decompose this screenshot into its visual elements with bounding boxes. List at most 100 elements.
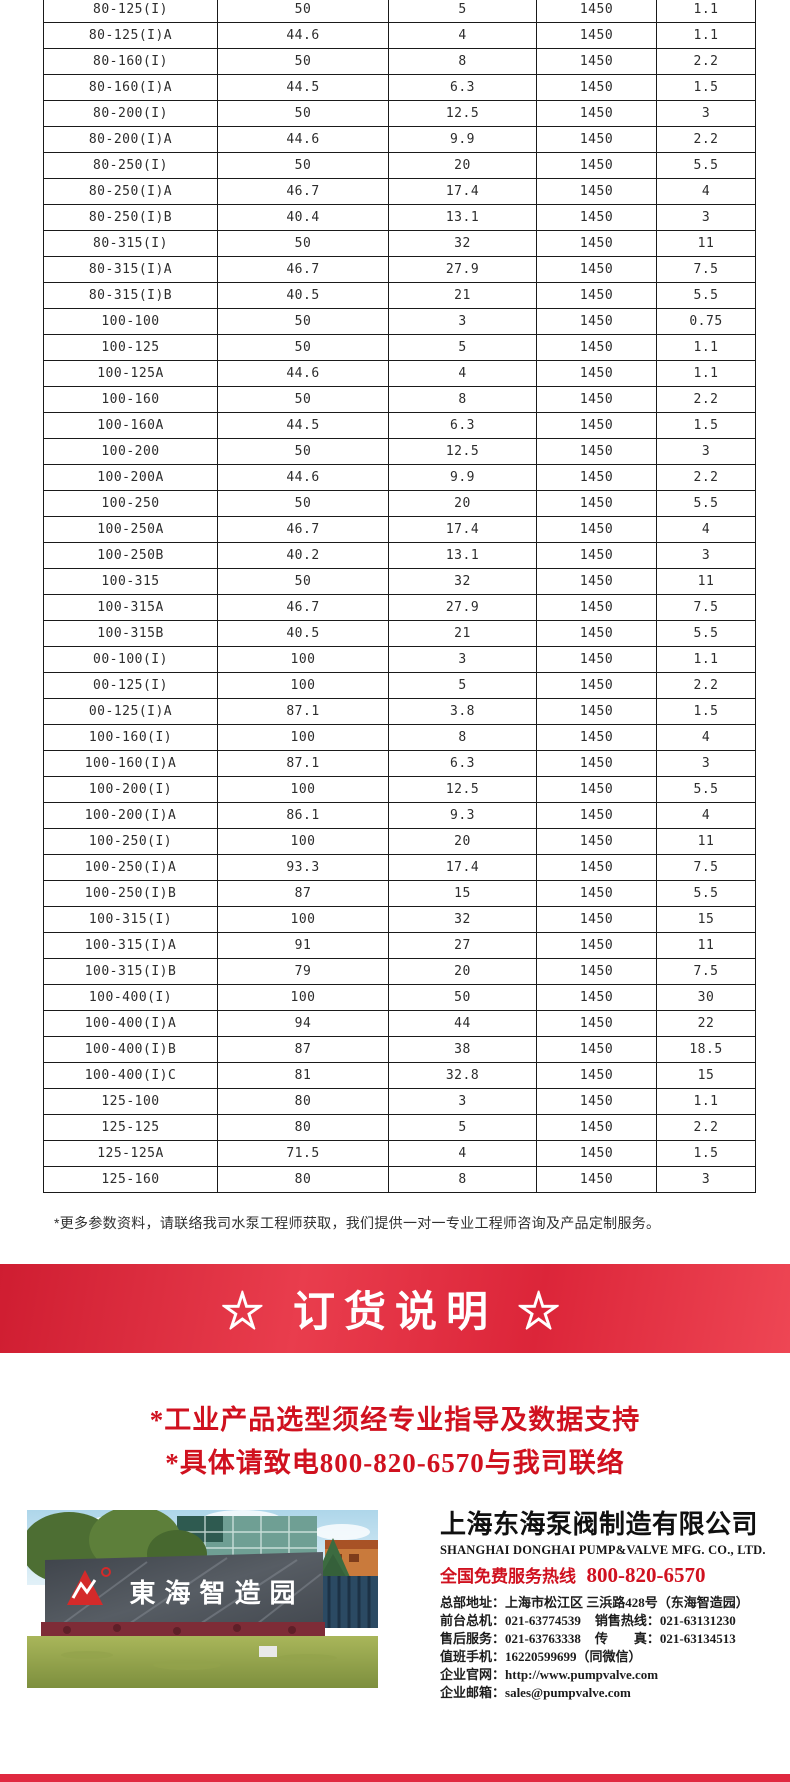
table-cell-speed: 1450 [537,907,657,933]
contact-label: 售后服务： [440,1631,506,1646]
table-row: 100-125A 44.6 4 1450 1.1 [44,361,756,387]
order-instructions-title: ☆ 订货说明 ☆ [221,1288,569,1335]
table-cell-head: 32.8 [389,1063,537,1089]
table-cell-speed: 1450 [537,1141,657,1167]
table-cell-flow: 46.7 [218,179,389,205]
table-cell-model: 00-100(I) [44,647,218,673]
table-cell-power: 3 [657,543,756,569]
table-cell-model: 125-125 [44,1115,218,1141]
table-cell-power: 2.2 [657,387,756,413]
table-row: 100-160(I)A 87.1 6.3 1450 3 [44,751,756,777]
table-cell-flow: 100 [218,725,389,751]
table-cell-flow: 93.3 [218,855,389,881]
table-cell-flow: 100 [218,829,389,855]
table-cell-model: 80-315(I)A [44,257,218,283]
table-cell-flow: 100 [218,777,389,803]
contact-value: 上海市松江区 三浜路428号（东海智造园） [505,1595,749,1610]
table-cell-head: 3.8 [389,699,537,725]
table-cell-power: 2.2 [657,465,756,491]
park-sign-text: 東海智造园 [129,1578,304,1608]
table-cell-speed: 1450 [537,829,657,855]
contact-line: 值班手机：16220599699（同微信） [440,1648,790,1666]
table-cell-flow: 80 [218,1167,389,1193]
table-cell-speed: 1450 [537,1167,657,1193]
table-cell-model: 80-250(I)B [44,205,218,231]
table-cell-head: 44 [389,1011,537,1037]
table-cell-power: 1.1 [657,647,756,673]
table-cell-model: 00-125(I) [44,673,218,699]
entrance-gate [323,1576,378,1628]
table-cell-flow: 79 [218,959,389,985]
bottom-red-strip [0,1774,790,1782]
table-cell-power: 11 [657,569,756,595]
factory-photo: 東海智造园 [27,1510,378,1688]
table-cell-head: 20 [389,959,537,985]
table-cell-head: 9.9 [389,127,537,153]
table-cell-model: 100-250(I) [44,829,218,855]
table-row: 100-250A 46.7 17.4 1450 4 [44,517,756,543]
table-cell-flow: 50 [218,0,389,23]
table-cell-model: 100-160 [44,387,218,413]
table-cell-head: 5 [389,0,537,23]
table-cell-head: 12.5 [389,777,537,803]
table-cell-flow: 44.6 [218,23,389,49]
service-hotline: 全国免费服务热线 800-820-6570 [440,1562,790,1588]
table-cell-speed: 1450 [537,23,657,49]
table-cell-power: 2.2 [657,127,756,153]
contact-label: 总部地址： [440,1595,506,1610]
factory-photo-illustration: 東海智造园 [27,1510,378,1688]
table-cell-flow: 86.1 [218,803,389,829]
table-cell-model: 100-400(I)A [44,1011,218,1037]
table-row: 80-200(I) 50 12.5 1450 3 [44,101,756,127]
table-row: 80-315(I) 50 32 1450 11 [44,231,756,257]
table-cell-head: 4 [389,23,537,49]
table-cell-head: 5 [389,335,537,361]
table-cell-speed: 1450 [537,725,657,751]
table-cell-head: 32 [389,231,537,257]
contact-label: 传 真： [594,1631,660,1646]
table-cell-flow: 50 [218,309,389,335]
table-footnote: *更多参数资料，请联络我司水泵工程师获取，我们提供一对一专业工程师咨询及产品定制… [54,1215,661,1231]
contact-value: 021-63763338 [505,1631,581,1646]
table-cell-power: 30 [657,985,756,1011]
table-cell-speed: 1450 [537,387,657,413]
table-cell-power: 1.1 [657,361,756,387]
table-cell-power: 4 [657,517,756,543]
table-cell-head: 20 [389,829,537,855]
contact-email[interactable]: sales@pumpvalve.com [505,1685,631,1700]
table-cell-power: 2.2 [657,1115,756,1141]
table-cell-model: 80-315(I) [44,231,218,257]
table-row: 100-200 50 12.5 1450 3 [44,439,756,465]
table-cell-model: 100-160(I) [44,725,218,751]
table-cell-speed: 1450 [537,1089,657,1115]
table-cell-flow: 50 [218,49,389,75]
contact-label: 值班手机： [440,1649,506,1664]
table-cell-model: 100-315(I)B [44,959,218,985]
table-cell-flow: 46.7 [218,517,389,543]
table-cell-model: 100-125A [44,361,218,387]
table-cell-flow: 94 [218,1011,389,1037]
table-row: 00-100(I) 100 3 1450 1.1 [44,647,756,673]
table-cell-speed: 1450 [537,465,657,491]
table-row: 100-250(I)A 93.3 17.4 1450 7.5 [44,855,756,881]
table-cell-speed: 1450 [537,985,657,1011]
table-cell-flow: 40.2 [218,543,389,569]
table-cell-model: 100-315A [44,595,218,621]
table-cell-flow: 87 [218,881,389,907]
table-cell-power: 1.5 [657,1141,756,1167]
table-cell-model: 100-400(I)C [44,1063,218,1089]
table-row: 100-400(I) 100 50 1450 30 [44,985,756,1011]
contact-website[interactable]: http://www.pumpvalve.com [505,1667,659,1682]
table-row: 100-315 50 32 1450 11 [44,569,756,595]
table-cell-head: 50 [389,985,537,1011]
table-cell-head: 9.3 [389,803,537,829]
table-cell-power: 5.5 [657,621,756,647]
contact-label: 企业邮箱： [440,1685,506,1700]
hotline-label: 全国免费服务热线 [440,1567,576,1586]
table-cell-speed: 1450 [537,153,657,179]
table-cell-model: 100-250(I)A [44,855,218,881]
table-cell-model: 100-125 [44,335,218,361]
table-row: 100-400(I)B 87 38 1450 18.5 [44,1037,756,1063]
table-cell-flow: 91 [218,933,389,959]
table-cell-head: 21 [389,283,537,309]
